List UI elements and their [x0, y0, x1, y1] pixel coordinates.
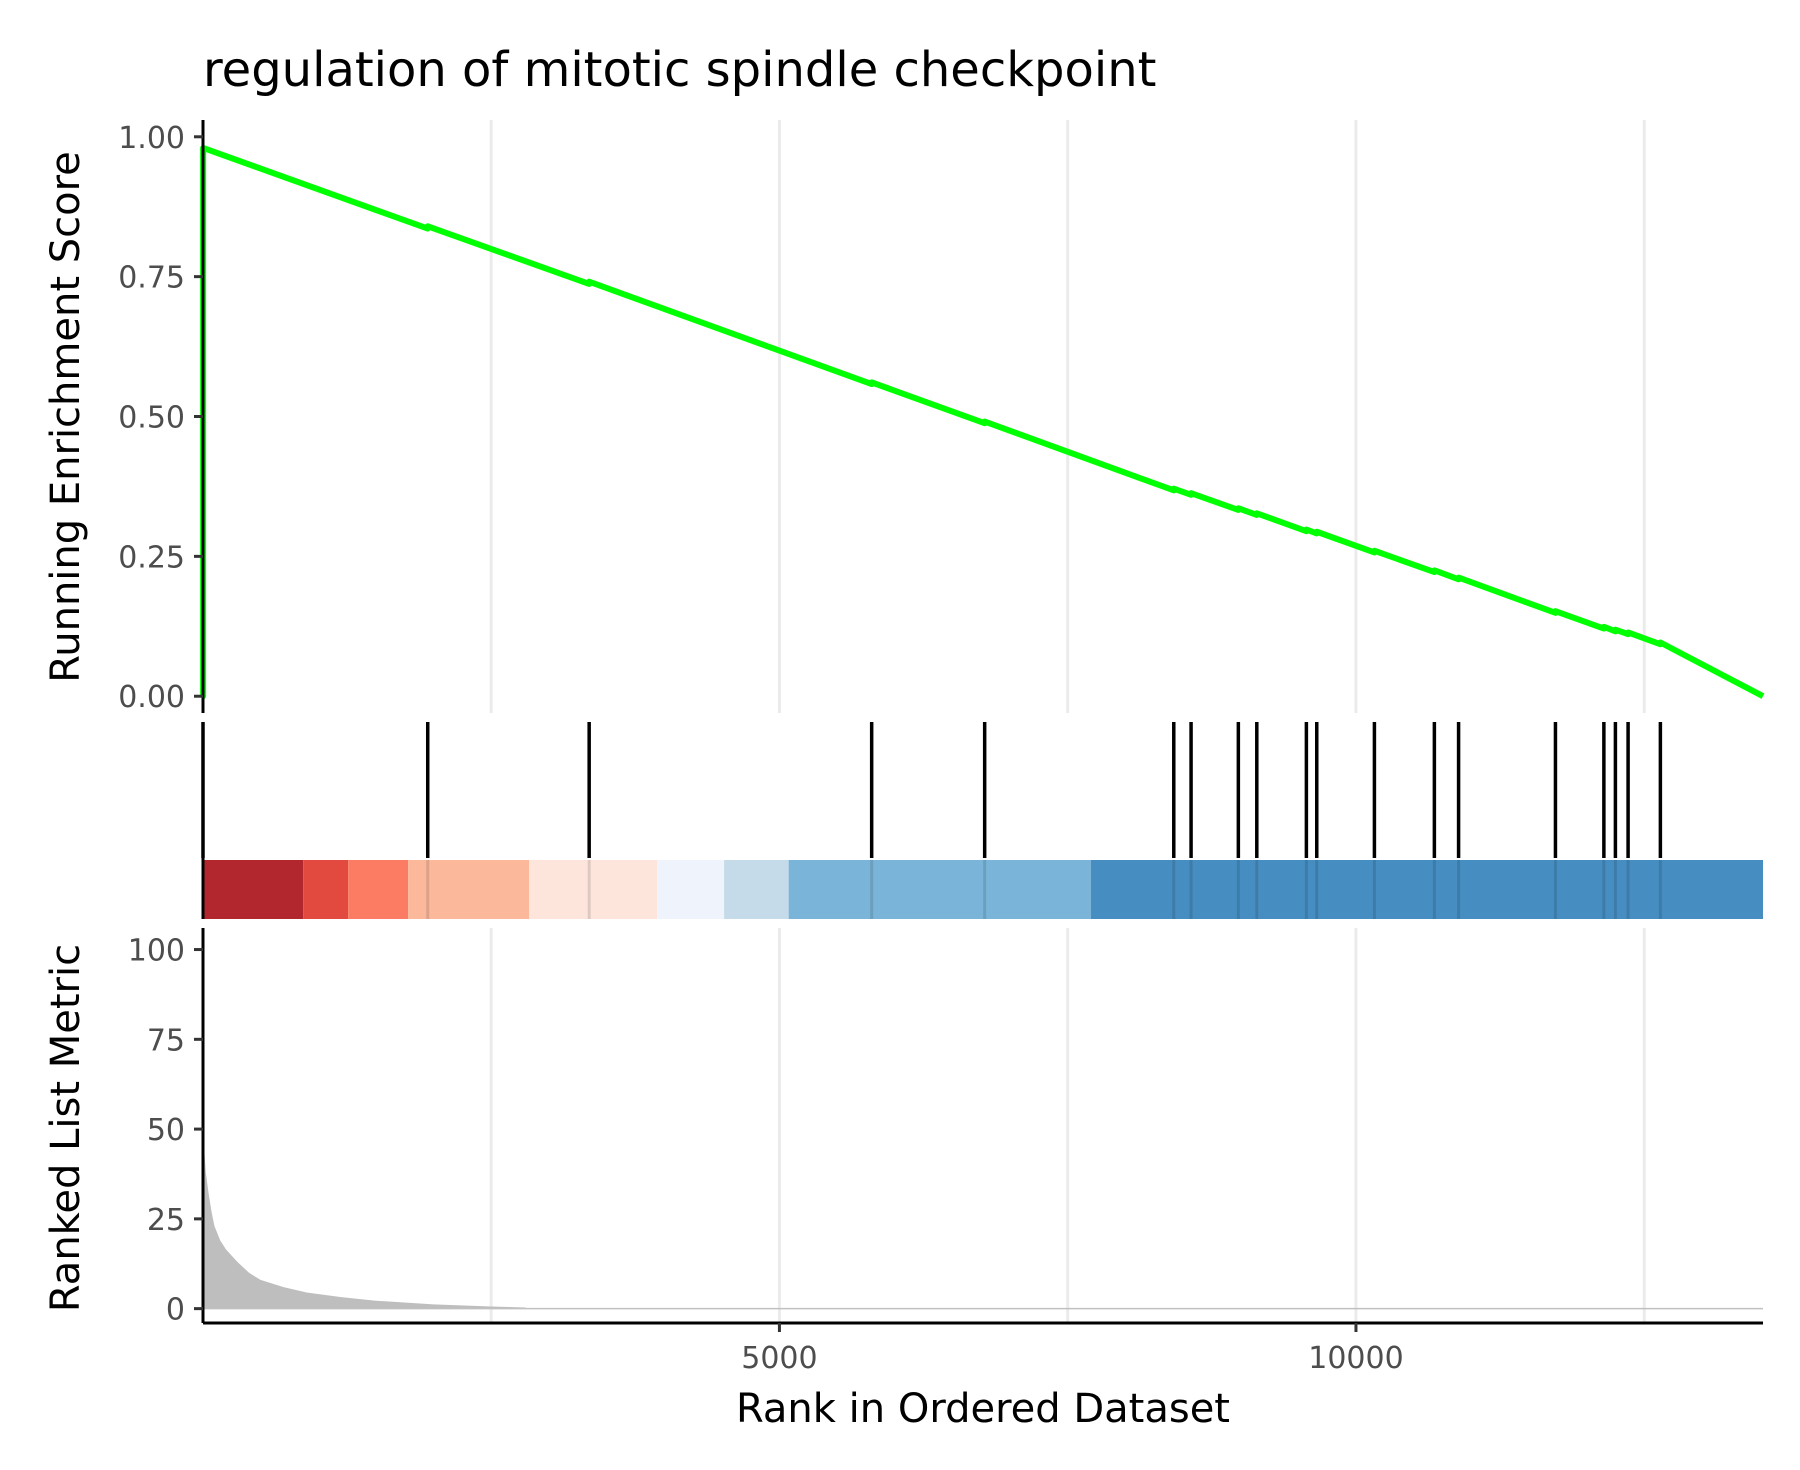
y-tick-label-metric: 25 — [147, 1203, 185, 1238]
running-enrichment-line — [200, 144, 1765, 700]
color-band — [657, 860, 725, 919]
color-band — [203, 860, 304, 919]
y-tick-label-metric: 0 — [166, 1293, 185, 1328]
y-axis-title-metric: Ranked List Metric — [43, 944, 89, 1312]
tick-labels: 0.00 0.25 0.50 0.75 1.00 0 25 50 75 100 5000 10000 — [118, 121, 1403, 1376]
x-tick-label: 5000 — [741, 1341, 817, 1376]
color-band — [408, 860, 530, 919]
color-bands — [203, 860, 1763, 919]
y-tick-label-es: 0.75 — [118, 261, 185, 296]
color-band — [303, 860, 349, 919]
y-tick-label-es: 0.25 — [118, 540, 185, 575]
color-band — [348, 860, 409, 919]
enrichment-line-layer — [200, 144, 1765, 700]
ranked-metric-area — [203, 949, 526, 1309]
color-band — [788, 860, 1091, 919]
y-tick-label-metric: 50 — [147, 1113, 185, 1148]
grid-layer — [489, 120, 1646, 1323]
y-tick-label-metric: 75 — [147, 1023, 185, 1058]
x-axis-title: Rank in Ordered Dataset — [736, 1386, 1230, 1432]
y-axis-title-es: Running Enrichment Score — [43, 151, 89, 683]
color-band — [724, 860, 789, 919]
y-tick-label-metric: 100 — [128, 934, 185, 969]
y-tick-label-es: 0.50 — [118, 401, 185, 436]
y-tick-label-es: 0.00 — [118, 680, 185, 715]
color-band — [529, 860, 658, 919]
chart-title: regulation of mitotic spindle checkpoint — [203, 42, 1156, 98]
axes-layer — [201, 120, 1763, 1325]
color-band — [1090, 860, 1763, 919]
y-tick-label-es: 1.00 — [118, 121, 185, 156]
x-tick-label: 10000 — [1308, 1341, 1403, 1376]
ranked-metric-area-layer — [203, 949, 1763, 1310]
